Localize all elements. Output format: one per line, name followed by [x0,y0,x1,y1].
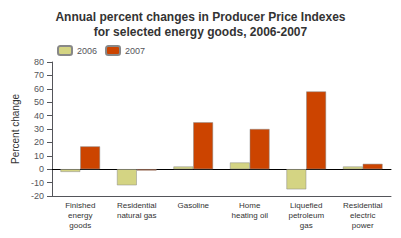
svg-text:energy: energy [68,211,92,220]
svg-text:Annual percent changes in Prod: Annual percent changes in Producer Price… [55,10,345,24]
svg-text:0: 0 [39,164,44,174]
svg-text:electric: electric [350,211,375,220]
svg-text:Residential: Residential [117,201,157,210]
svg-text:heating oil: heating oil [232,211,269,220]
svg-text:Home: Home [239,201,261,210]
svg-text:-10: -10 [31,178,44,188]
svg-text:natural gas: natural gas [117,211,157,220]
svg-text:for selected energy goods, 200: for selected energy goods, 2006-2007 [94,25,308,39]
svg-text:80: 80 [34,57,44,67]
svg-text:petroleum: petroleum [288,211,324,220]
svg-text:Liquefied: Liquefied [290,201,322,210]
svg-text:50: 50 [34,97,44,107]
svg-text:Percent change: Percent change [10,94,21,164]
svg-text:60: 60 [34,84,44,94]
svg-text:power: power [352,221,374,230]
svg-text:-20: -20 [31,191,44,201]
svg-text:10: 10 [34,151,44,161]
svg-text:Gasoline: Gasoline [177,201,209,210]
svg-text:70: 70 [34,70,44,80]
svg-text:2007: 2007 [125,46,145,56]
svg-text:20: 20 [34,137,44,147]
svg-text:40: 40 [34,111,44,121]
svg-text:Residential: Residential [343,201,383,210]
svg-text:2006: 2006 [77,46,97,56]
svg-text:30: 30 [34,124,44,134]
svg-text:gas: gas [300,221,313,230]
svg-text:goods: goods [69,221,91,230]
svg-text:Finished: Finished [65,201,95,210]
